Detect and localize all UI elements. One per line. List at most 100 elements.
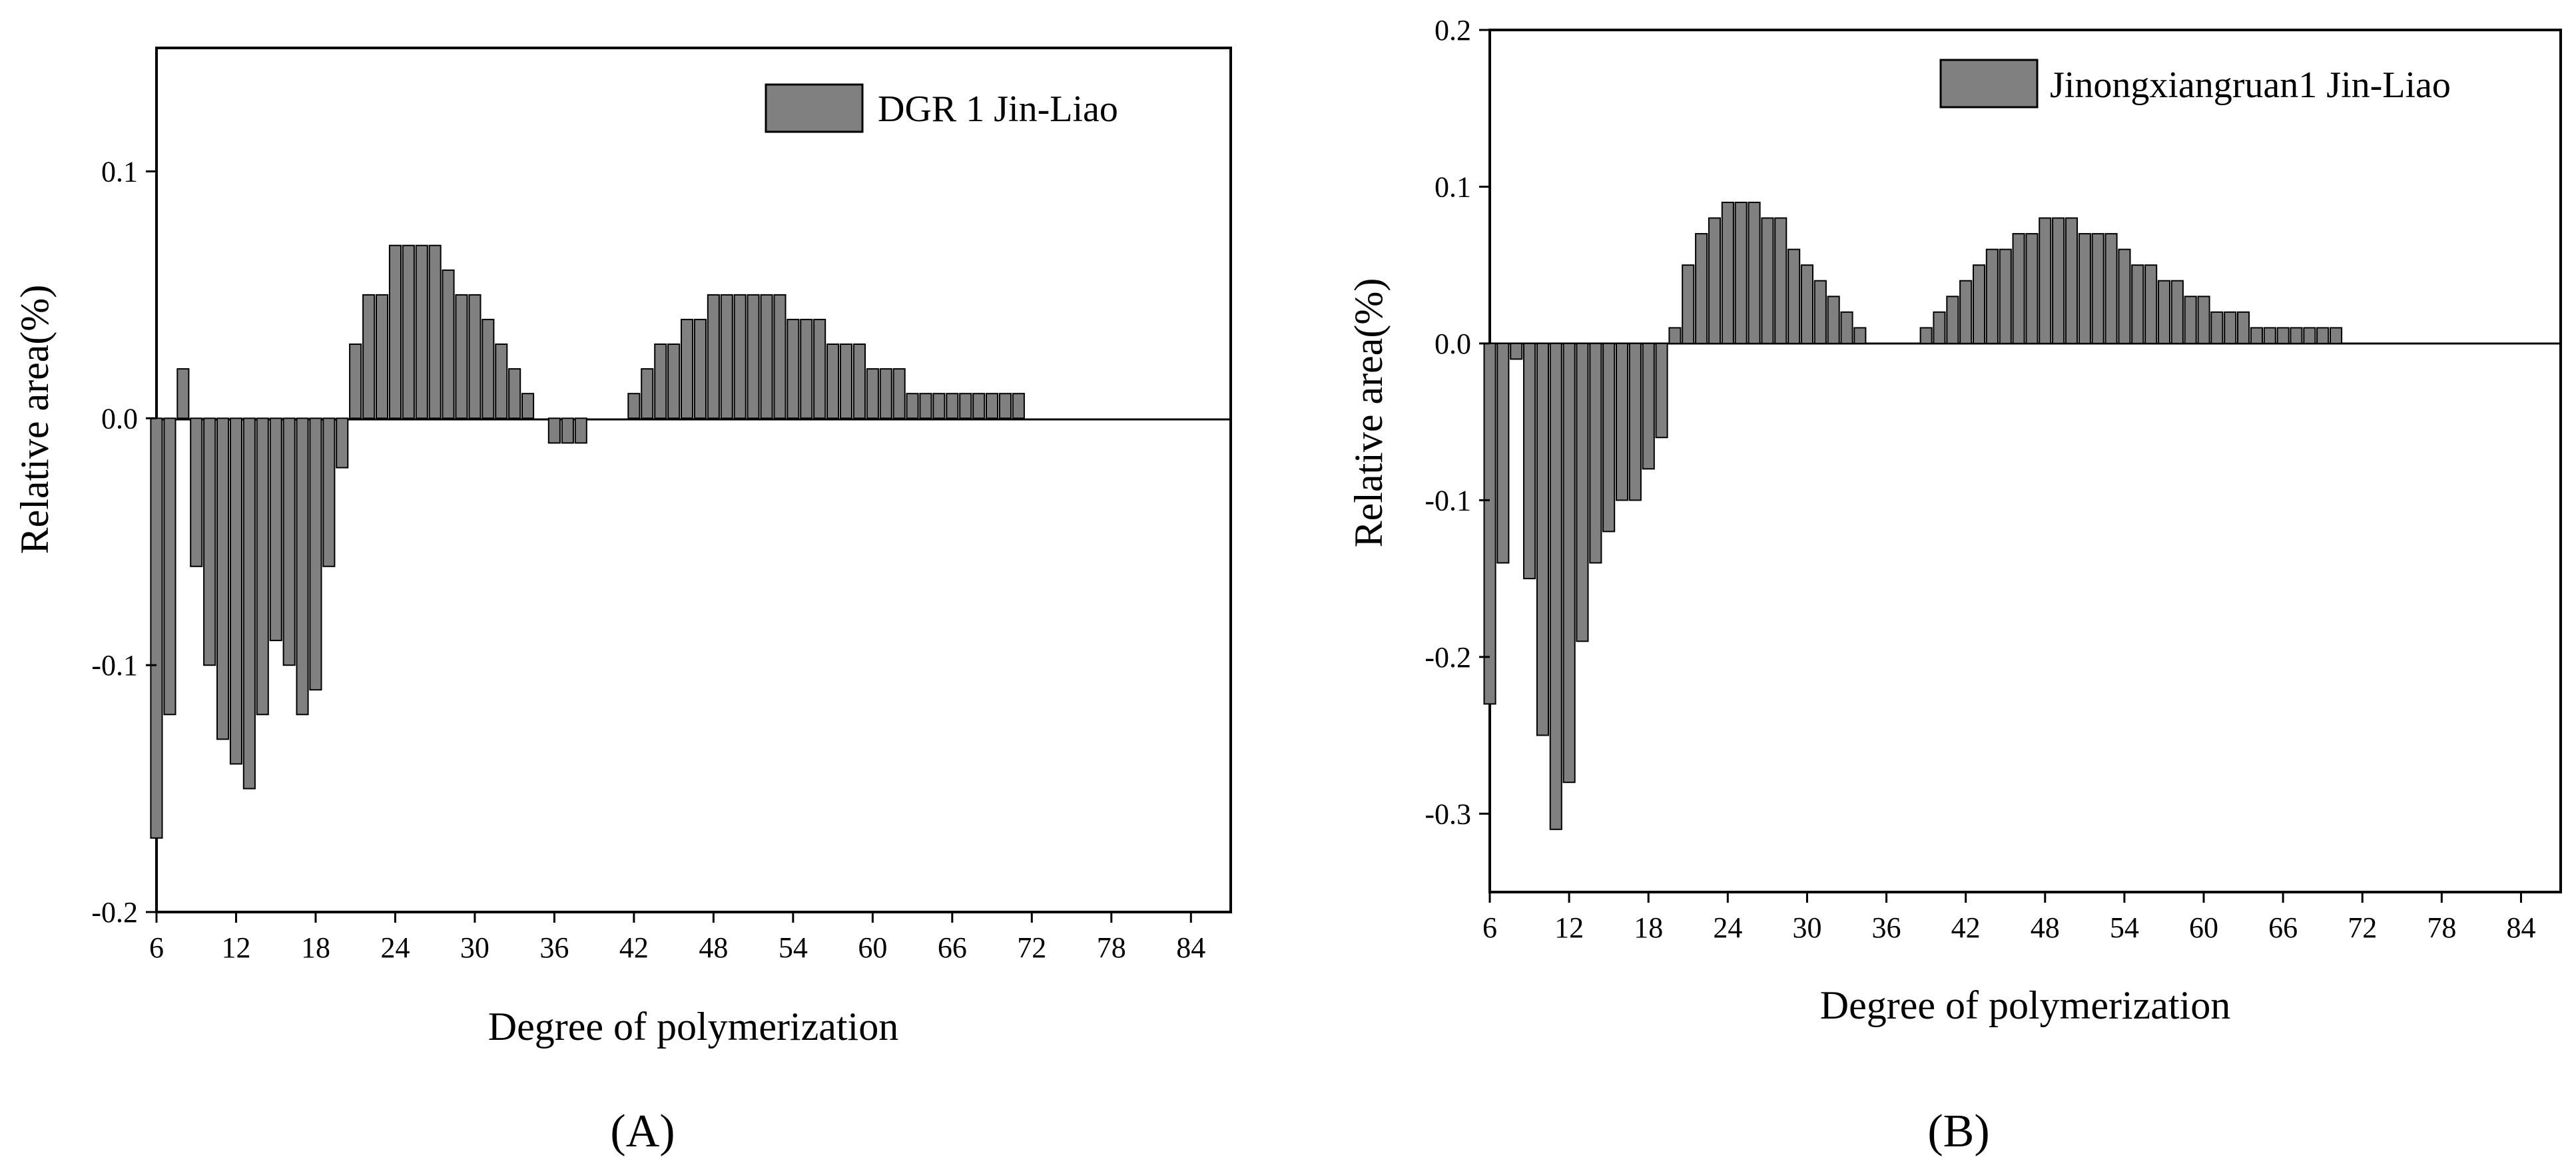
y-tick-label: 0.1 bbox=[1435, 170, 1471, 203]
x-tick-label: 78 bbox=[1097, 931, 1126, 964]
bar bbox=[707, 294, 720, 419]
y-tick-label: 0.1 bbox=[101, 155, 138, 188]
x-tick-label: 36 bbox=[539, 931, 569, 964]
bar bbox=[972, 393, 986, 419]
bar bbox=[879, 368, 892, 419]
bar bbox=[906, 393, 919, 419]
bar bbox=[1761, 217, 1774, 344]
bar bbox=[1813, 280, 1827, 344]
bar bbox=[362, 294, 376, 419]
bar bbox=[2197, 296, 2210, 344]
bar bbox=[1840, 311, 1853, 344]
x-tick-label: 12 bbox=[221, 931, 250, 964]
bar bbox=[216, 417, 230, 740]
y-axis-title: Relative area(%) bbox=[1347, 278, 1391, 548]
bar bbox=[826, 344, 840, 419]
bar bbox=[1959, 280, 1973, 344]
y-tick-label: 0.0 bbox=[1435, 328, 1471, 360]
chart-panel-a: 6 12 18 24 30 36 42 48 54 60 66 72 78 84 -0.2 -0.1 0.0 0… bbox=[13, 47, 1232, 1157]
bar bbox=[455, 294, 468, 419]
bar bbox=[1628, 342, 1642, 501]
bar bbox=[415, 244, 428, 419]
panel-label: (B) bbox=[1927, 1106, 1989, 1157]
bar bbox=[1748, 202, 1761, 344]
bar bbox=[2276, 327, 2290, 344]
x-tick-label: 48 bbox=[2031, 911, 2060, 944]
bar bbox=[1536, 342, 1549, 736]
bar bbox=[309, 417, 322, 691]
bar bbox=[190, 417, 203, 567]
bar bbox=[1774, 217, 1787, 344]
bar bbox=[442, 269, 455, 419]
bar bbox=[229, 417, 242, 765]
bar bbox=[747, 294, 760, 419]
bars bbox=[1483, 202, 2343, 830]
bar bbox=[654, 344, 667, 419]
bar bbox=[1800, 264, 1813, 344]
y-tick-label: -0.1 bbox=[91, 649, 138, 682]
bar bbox=[1853, 327, 1867, 344]
bar bbox=[2170, 280, 2184, 344]
bar bbox=[2118, 248, 2131, 344]
x-tick-label: 78 bbox=[2427, 911, 2456, 944]
bar bbox=[1933, 311, 1946, 344]
legend: Jinongxiangruan1 Jin-Liao bbox=[1939, 59, 2451, 109]
bar bbox=[2330, 327, 2343, 344]
x-tick-label: 18 bbox=[1634, 911, 1663, 944]
bar bbox=[986, 393, 999, 419]
y-tick-label: -0.1 bbox=[1425, 484, 1471, 517]
y-tick-label: 0.0 bbox=[101, 402, 138, 435]
x-tick-label: 30 bbox=[460, 931, 489, 964]
bar bbox=[919, 393, 932, 419]
bar bbox=[388, 244, 402, 419]
bar bbox=[1483, 342, 1496, 705]
legend-label: DGR 1 Jin-Liao bbox=[878, 89, 1118, 130]
bar bbox=[296, 417, 309, 716]
bar bbox=[787, 318, 800, 419]
bar bbox=[866, 368, 879, 419]
bar bbox=[1668, 327, 1682, 344]
bar bbox=[2250, 327, 2263, 344]
bar bbox=[1827, 296, 1840, 344]
x-tick-label: 18 bbox=[301, 931, 330, 964]
bar bbox=[349, 344, 362, 419]
bar bbox=[150, 417, 163, 839]
bar bbox=[2039, 217, 2052, 344]
bar bbox=[892, 368, 906, 419]
x-tick-label: 84 bbox=[2506, 911, 2535, 944]
x-tick-label: 30 bbox=[1792, 911, 1821, 944]
bar bbox=[959, 393, 972, 419]
bar bbox=[2263, 327, 2276, 344]
bar bbox=[998, 393, 1012, 419]
bar bbox=[1973, 264, 1986, 344]
bar bbox=[1655, 342, 1668, 439]
bar bbox=[1616, 342, 1629, 501]
legend: DGR 1 Jin-Liao bbox=[765, 83, 1118, 133]
bar bbox=[282, 417, 296, 666]
bar bbox=[428, 244, 442, 419]
bar bbox=[1562, 342, 1576, 784]
x-tick-label: 60 bbox=[2189, 911, 2218, 944]
bar bbox=[2237, 311, 2250, 344]
bar bbox=[813, 318, 826, 419]
bars bbox=[150, 244, 1025, 839]
bar bbox=[1946, 296, 1959, 344]
x-tick-label: 6 bbox=[149, 931, 164, 964]
bar bbox=[2091, 233, 2104, 344]
legend-swatch bbox=[1939, 59, 2039, 109]
bar bbox=[163, 417, 176, 716]
bar bbox=[2157, 280, 2170, 344]
bar bbox=[1602, 342, 1616, 533]
x-tick-label: 66 bbox=[2268, 911, 2298, 944]
bar bbox=[667, 344, 681, 419]
x-tick-label: 24 bbox=[380, 931, 410, 964]
bar bbox=[627, 393, 641, 419]
y-ticks: -0.3 -0.2 -0.1 0.0 0.1 0.2 bbox=[1425, 14, 1490, 830]
bar bbox=[693, 318, 707, 419]
bar bbox=[773, 294, 787, 419]
y-tick-label: 0.2 bbox=[1435, 14, 1471, 47]
bar bbox=[256, 417, 269, 716]
y-tick-label: -0.3 bbox=[1425, 798, 1471, 830]
bar bbox=[760, 294, 773, 419]
